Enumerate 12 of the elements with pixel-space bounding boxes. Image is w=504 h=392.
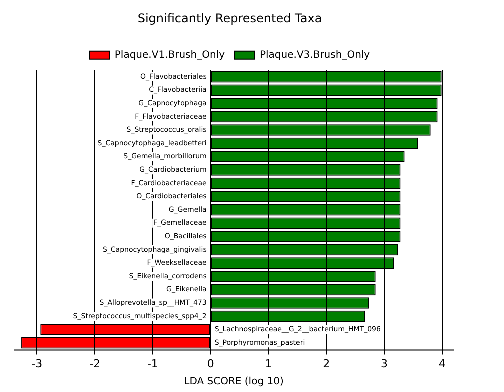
x-tick-label: 0 [207,357,214,370]
legend-label: Plaque.V3.Brush_Only [260,50,370,61]
x-tick-label: 4 [438,357,446,370]
x-tick-label: -2 [90,357,101,370]
x-axis-title: LDA SCORE (log 10) [184,376,284,388]
x-tick-label: 3 [381,357,388,370]
x-tick-label: 1 [265,357,272,370]
x-tick-label: -1 [147,357,158,370]
x-tick-label: 2 [323,357,330,370]
legend-label: Plaque.V1.Brush_Only [114,50,226,61]
chart-title: Significantly Represented Taxa [138,11,322,26]
x-tick-label: -3 [32,357,43,370]
